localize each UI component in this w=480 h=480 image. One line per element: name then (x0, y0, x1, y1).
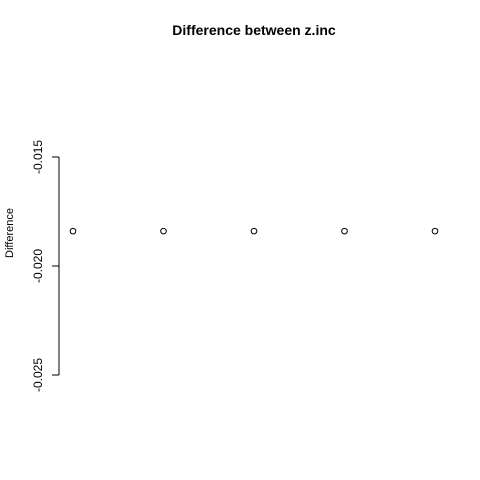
y-axis-label: Difference (4, 208, 16, 258)
data-point (160, 227, 167, 235)
data-point (431, 227, 439, 235)
y-tick-label: -0.025 (31, 358, 45, 392)
chart-title: Difference between z.inc (172, 22, 336, 38)
data-point (250, 227, 258, 235)
data-point (341, 227, 348, 235)
y-tick-label: -0.020 (31, 249, 45, 283)
data-point (69, 227, 77, 235)
data-points (69, 227, 439, 235)
y-tick-label: -0.015 (31, 140, 45, 174)
y-axis-ticks: -0.025 -0.020 -0.015 (31, 140, 59, 392)
